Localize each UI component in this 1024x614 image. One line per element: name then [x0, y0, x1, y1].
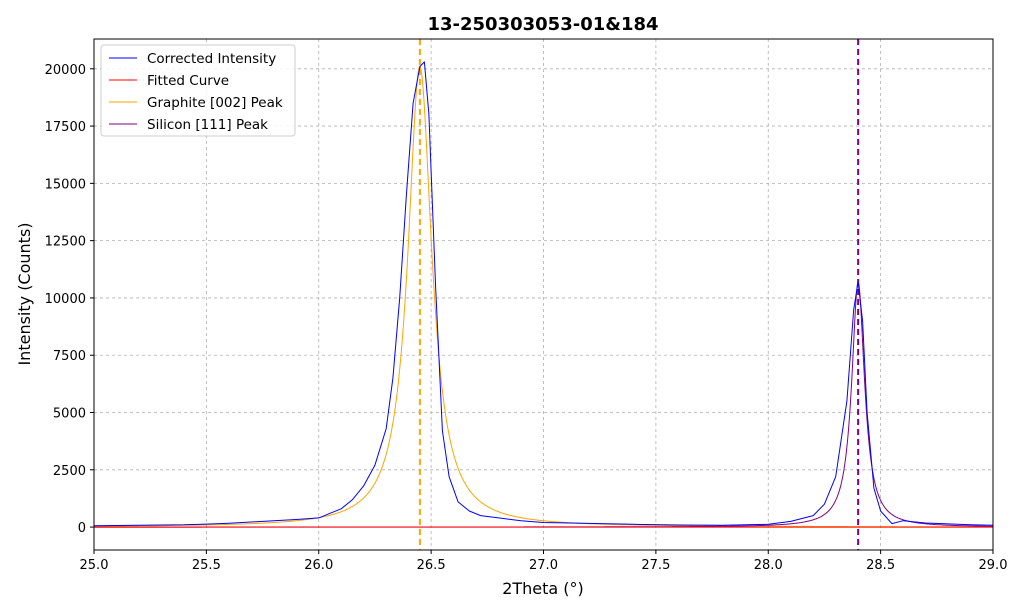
legend: Corrected Intensity Fitted Curve Graphit… [100, 44, 296, 137]
legend-label-silicon-peak: Silicon [111] Peak [147, 117, 268, 133]
legend-label-fitted-curve: Fitted Curve [147, 73, 229, 89]
chart-title: 13-250303053-01&184 [427, 14, 658, 35]
legend-label-graphite-peak: Graphite [002] Peak [147, 95, 283, 111]
x-tick-label: 29.0 [979, 558, 1008, 573]
y-tick-label: 2500 [53, 464, 86, 479]
axis-ticks: 25.0 25.5 26.0 26.5 27.0 27.5 28.0 28.5 29.0 0 250… [45, 63, 1008, 573]
legend-label-corrected-intensity: Corrected Intensity [147, 51, 276, 67]
x-tick-label: 26.5 [417, 558, 446, 573]
y-tick-label: 5000 [53, 407, 86, 422]
legend-box [100, 44, 296, 137]
y-tick-label: 12500 [45, 235, 86, 250]
x-tick-label: 26.0 [304, 558, 333, 573]
y-tick-label: 20000 [45, 63, 86, 78]
x-tick-label: 28.0 [754, 558, 783, 573]
y-tick-label: 7500 [53, 349, 86, 364]
x-axis-label: 2Theta (°) [502, 579, 584, 598]
y-tick-label: 10000 [45, 292, 86, 307]
y-axis-label: Intensity (Counts) [15, 222, 34, 365]
x-tick-label: 25.5 [192, 558, 221, 573]
y-tick-label: 15000 [45, 177, 86, 192]
y-tick-label: 0 [78, 521, 86, 536]
series-line-corrected-intensity [93, 61, 994, 527]
x-tick-label: 28.5 [866, 558, 895, 573]
x-tick-label: 25.0 [80, 558, 109, 573]
x-tick-label: 27.5 [641, 558, 670, 573]
x-tick-label: 27.0 [529, 558, 558, 573]
series-line-graphite-002-peak [94, 66, 993, 528]
y-tick-label: 17500 [45, 120, 86, 135]
reference-lines [418, 39, 860, 550]
series-lines [93, 61, 994, 528]
